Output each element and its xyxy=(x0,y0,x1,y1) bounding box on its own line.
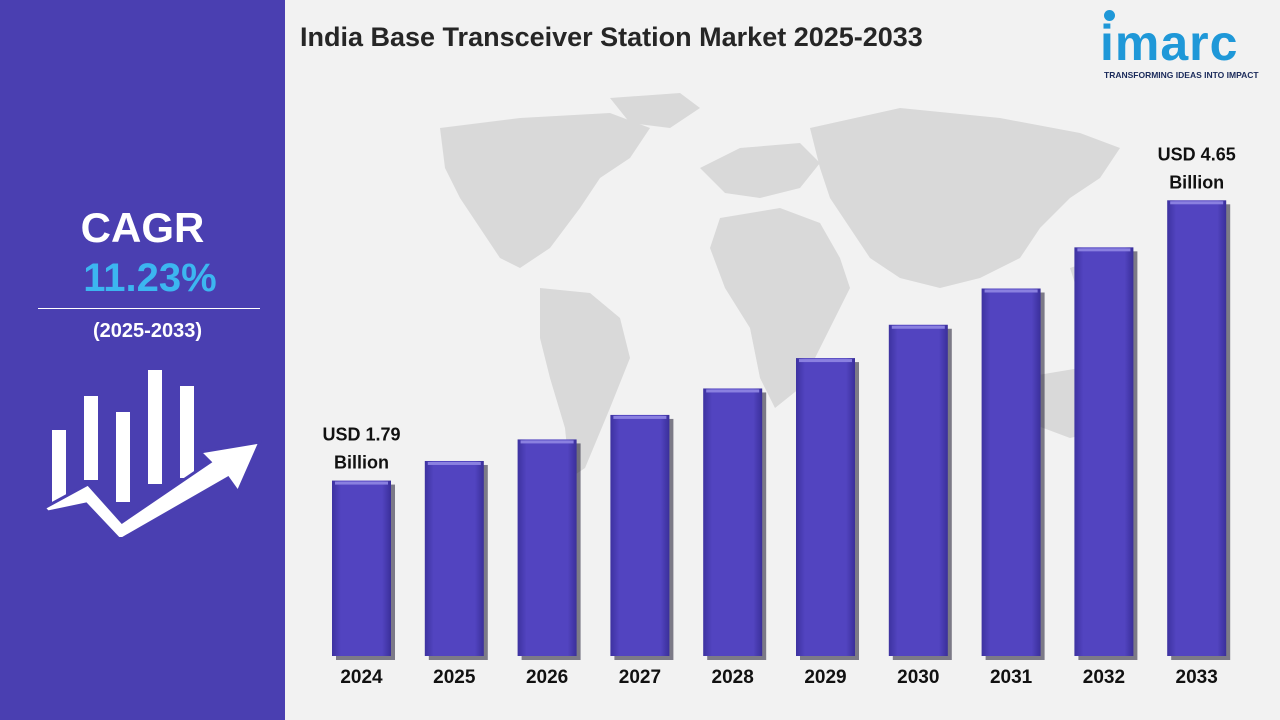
x-tick-label-2029: 2029 xyxy=(804,667,846,688)
x-tick-label-2032: 2032 xyxy=(1083,667,1125,688)
bar-2027 xyxy=(610,414,670,656)
logo-dot xyxy=(1104,10,1115,21)
divider xyxy=(38,308,260,309)
x-tick-label-2025: 2025 xyxy=(433,667,476,688)
bar-highlight-2025 xyxy=(427,461,481,465)
logo-tagline: TRANSFORMING IDEAS INTO IMPACT xyxy=(1104,70,1259,80)
x-tick-label-2027: 2027 xyxy=(619,667,661,688)
bar-highlight-2026 xyxy=(520,440,574,444)
bar-highlight-2031 xyxy=(984,289,1038,293)
cagr-sidebar: CAGR 11.23% (2025-2033) xyxy=(0,0,285,720)
bar-highlight-2032 xyxy=(1077,248,1131,252)
x-tick-label-2033: 2033 xyxy=(1176,667,1218,688)
bar-chart-growth-arrow-icon xyxy=(41,370,263,537)
bar-2032 xyxy=(1074,247,1134,656)
bar-highlight-2028 xyxy=(706,389,760,393)
bar-2024 xyxy=(332,480,391,656)
bar-2026 xyxy=(517,439,577,656)
x-tick-label-2026: 2026 xyxy=(526,667,568,688)
bar-highlight-2029 xyxy=(799,359,852,363)
cagr-value: 11.23% xyxy=(83,256,217,300)
imarc-logo: imarc TRANSFORMING IDEAS INTO IMPACT xyxy=(1100,6,1275,86)
bar-highlight-2027 xyxy=(613,415,667,419)
bar-2030 xyxy=(888,324,948,656)
bar-highlight-2030 xyxy=(891,325,945,329)
x-tick-label-2028: 2028 xyxy=(712,667,754,688)
cagr-label: CAGR xyxy=(80,204,205,251)
data-label-2033-line-1: USD 4.65 xyxy=(1158,144,1236,164)
bar-2031 xyxy=(981,288,1041,656)
chart-title: India Base Transceiver Station Market 20… xyxy=(300,22,923,52)
x-tick-label-2030: 2030 xyxy=(897,667,939,688)
data-label-2024-line-2: Billion xyxy=(334,453,389,473)
bar-2028 xyxy=(703,388,763,656)
logo-wordmark: imarc xyxy=(1100,15,1239,71)
x-tick-label-2031: 2031 xyxy=(990,667,1033,688)
bar-highlight-2024 xyxy=(335,481,388,485)
data-label-2033-line-2: Billion xyxy=(1169,172,1224,192)
cagr-period: (2025-2033) xyxy=(93,320,202,342)
bar-highlight-2033 xyxy=(1170,201,1224,205)
x-tick-label-2024: 2024 xyxy=(340,667,383,688)
data-label-2024-line-1: USD 1.79 xyxy=(322,425,400,445)
bar-2033 xyxy=(1167,200,1227,657)
bar-2029 xyxy=(796,358,855,656)
bar-2025 xyxy=(424,460,484,656)
